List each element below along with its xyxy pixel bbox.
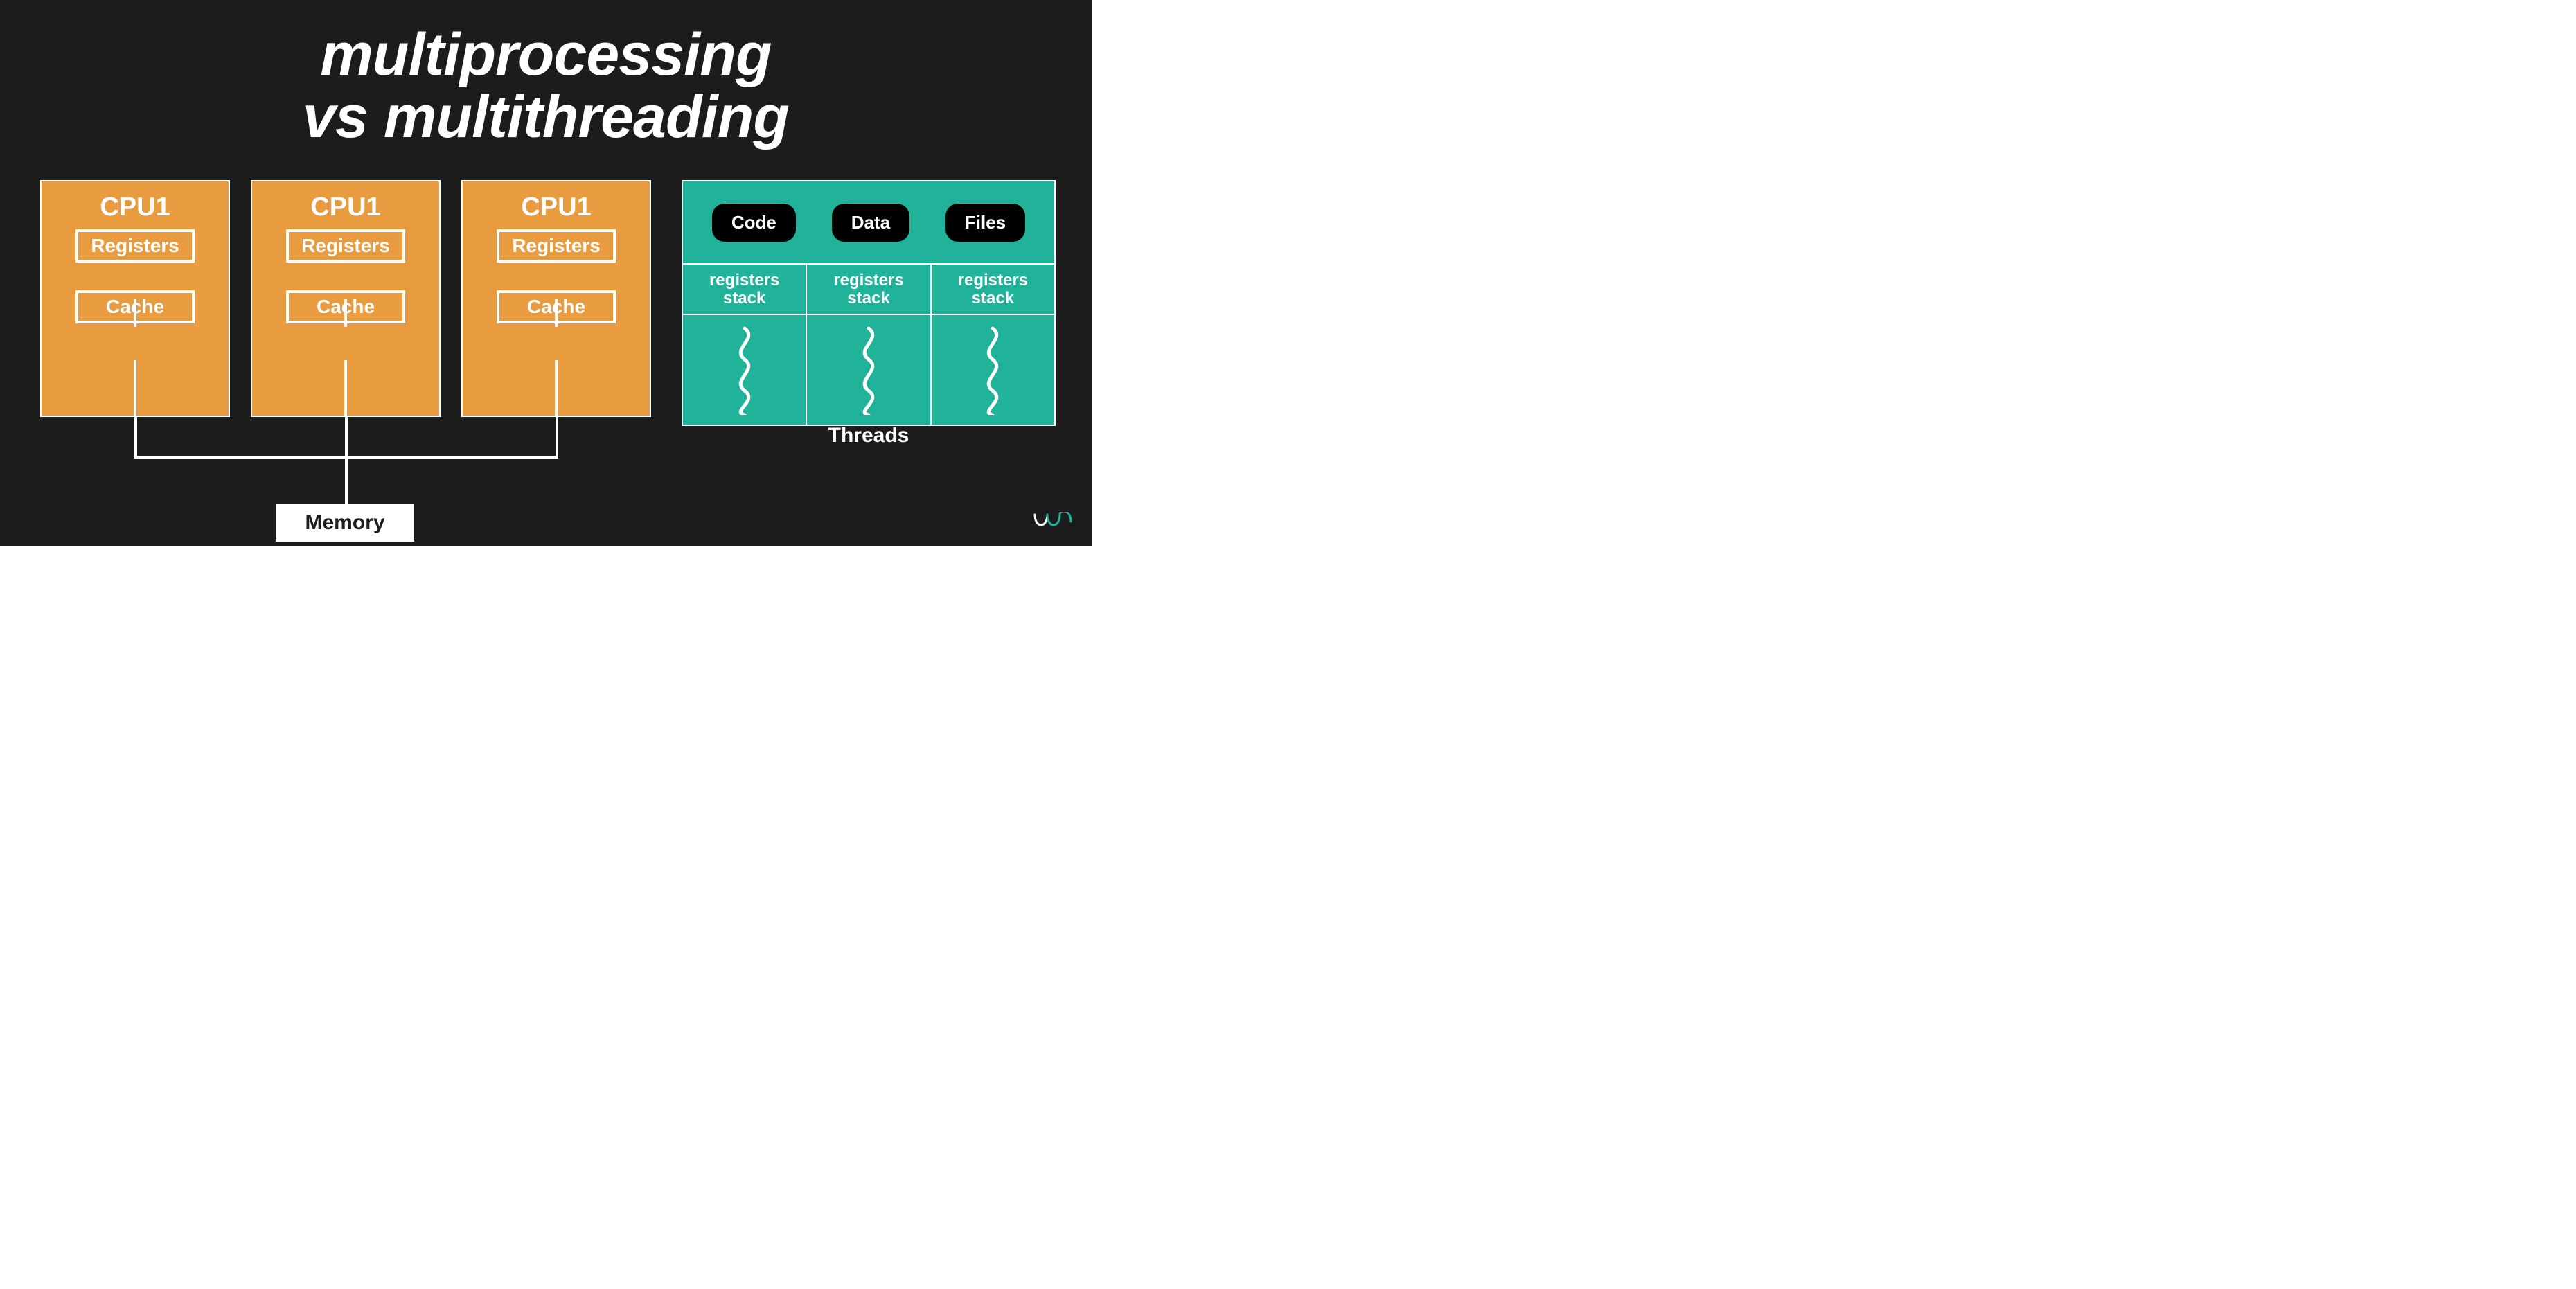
thread-column: registers stack (683, 265, 806, 425)
multiprocessing-diagram: CPU1 Registers Cache CPU1 Registers Cach… (40, 180, 652, 506)
data-pill: Data (832, 204, 909, 242)
slide-title: multiprocessing vs multithreading (0, 24, 1092, 149)
cpu-row: CPU1 Registers Cache CPU1 Registers Cach… (40, 180, 652, 417)
slide: multiprocessing vs multithreading CPU1 R… (0, 0, 1092, 546)
files-pill: Files (945, 204, 1025, 242)
connector-reg-cache (134, 299, 136, 327)
multithreading-diagram: Code Data Files registers stack register… (682, 180, 1056, 426)
bus-wire (345, 456, 348, 504)
bus-wire (134, 417, 137, 456)
connector-cache-out (344, 360, 347, 416)
thread-squiggle-icon (807, 315, 930, 425)
connector-reg-cache (344, 299, 347, 327)
shared-resources-row: Code Data Files (683, 181, 1054, 263)
threads-grid: registers stack registers stack regist (683, 263, 1054, 425)
thread-squiggle-icon (932, 315, 1054, 425)
cpu-title: CPU1 (42, 193, 229, 222)
thread-label: registers stack (932, 265, 1054, 315)
memory-box: Memory (276, 504, 414, 542)
bus-wire (556, 417, 558, 456)
code-pill: Code (712, 204, 796, 242)
title-line-1: multiprocessing (320, 21, 771, 88)
thread-squiggle-icon (683, 315, 806, 425)
threads-caption: Threads (682, 424, 1056, 447)
cpu-title: CPU1 (463, 193, 650, 222)
registers-box: Registers (497, 229, 616, 263)
thread-label: registers stack (807, 265, 930, 315)
thread-column: registers stack (806, 265, 930, 425)
cpu-block-3: CPU1 Registers Cache (461, 180, 651, 417)
bus-wire (345, 417, 348, 456)
cpu-block-1: CPU1 Registers Cache (40, 180, 230, 417)
cpu-block-2: CPU1 Registers Cache (251, 180, 441, 417)
registers-box: Registers (75, 229, 195, 263)
thread-label: registers stack (683, 265, 806, 315)
title-line-2: vs multithreading (303, 84, 789, 150)
connector-cache-out (555, 360, 558, 416)
thread-column: registers stack (930, 265, 1054, 425)
connector-cache-out (134, 360, 136, 416)
brand-logo-icon (1032, 512, 1074, 536)
cpu-title: CPU1 (252, 193, 439, 222)
registers-box: Registers (286, 229, 405, 263)
connector-reg-cache (555, 299, 558, 327)
